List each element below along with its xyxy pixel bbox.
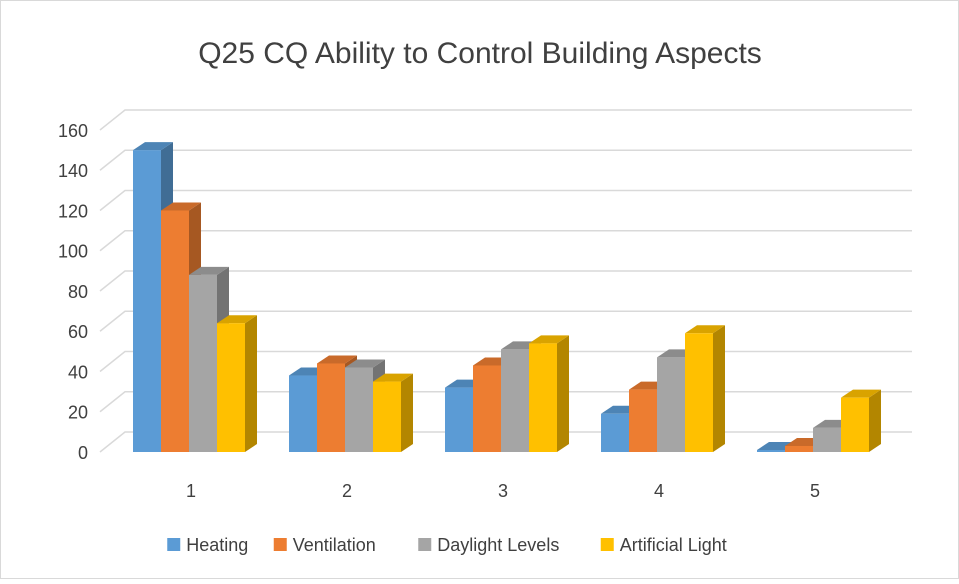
bar: [217, 323, 245, 452]
bar-top: [685, 325, 725, 334]
bar-top: [317, 355, 357, 364]
bar: [161, 210, 189, 452]
legend-swatch: [273, 538, 287, 551]
bar: [289, 375, 317, 452]
y-tick-label: 100: [58, 242, 88, 262]
bar: [473, 365, 501, 452]
x-tick-label: 4: [654, 481, 664, 501]
grid-line: [99, 230, 912, 252]
bar-side: [713, 325, 725, 452]
bar: [317, 363, 345, 452]
grid-line: [99, 270, 912, 292]
y-tick-label: 20: [68, 403, 88, 423]
bar: [813, 427, 841, 452]
bar-side: [557, 335, 569, 452]
bar-top: [189, 266, 229, 275]
bar: [601, 413, 629, 452]
legend-swatch: [167, 538, 181, 551]
grid-line: [99, 310, 912, 332]
bar-top: [841, 389, 881, 398]
grid-line: [99, 109, 912, 131]
bar-top: [373, 373, 413, 382]
bar: [841, 397, 869, 452]
legend-label: Heating: [186, 535, 248, 555]
y-tick-label: 60: [68, 322, 88, 342]
bar-top: [133, 142, 173, 151]
legend-swatch: [600, 538, 614, 551]
x-tick-label: 1: [186, 481, 196, 501]
bar: [757, 449, 785, 452]
y-tick-label: 40: [68, 362, 88, 382]
bar: [133, 150, 161, 452]
bar: [657, 357, 685, 452]
bar: [189, 274, 217, 452]
chart-title: Q25 CQ Ability to Control Building Aspec…: [198, 37, 762, 70]
y-tick-label: 0: [78, 443, 88, 463]
bar: [345, 367, 373, 452]
bar-side: [245, 315, 257, 452]
bar: [445, 387, 473, 452]
bar-top: [217, 315, 257, 324]
bar-top: [161, 202, 201, 211]
y-tick-label: 140: [58, 161, 88, 181]
x-tick-label: 2: [342, 481, 352, 501]
bar-side: [401, 373, 413, 452]
y-tick-label: 120: [58, 201, 88, 221]
bar-top: [529, 335, 569, 344]
legend-swatch: [418, 538, 432, 551]
bar: [501, 349, 529, 452]
grid-line: [99, 350, 912, 373]
bar: [785, 445, 813, 452]
x-tick-label: 3: [498, 481, 508, 501]
bar-top: [345, 359, 385, 368]
bar: [529, 343, 557, 452]
legend-label: Ventilation: [293, 535, 376, 555]
bar: [685, 333, 713, 452]
x-tick-label: 5: [810, 481, 820, 501]
grid-line: [99, 149, 912, 171]
legend-label: Artificial Light: [620, 535, 727, 555]
legend-label: Daylight Levels: [437, 535, 559, 555]
bar: [629, 389, 657, 452]
bar-side: [869, 389, 881, 452]
bar: [373, 381, 401, 452]
y-tick-label: 80: [68, 282, 88, 302]
grid-line: [99, 189, 912, 212]
y-tick-label: 160: [58, 121, 88, 141]
